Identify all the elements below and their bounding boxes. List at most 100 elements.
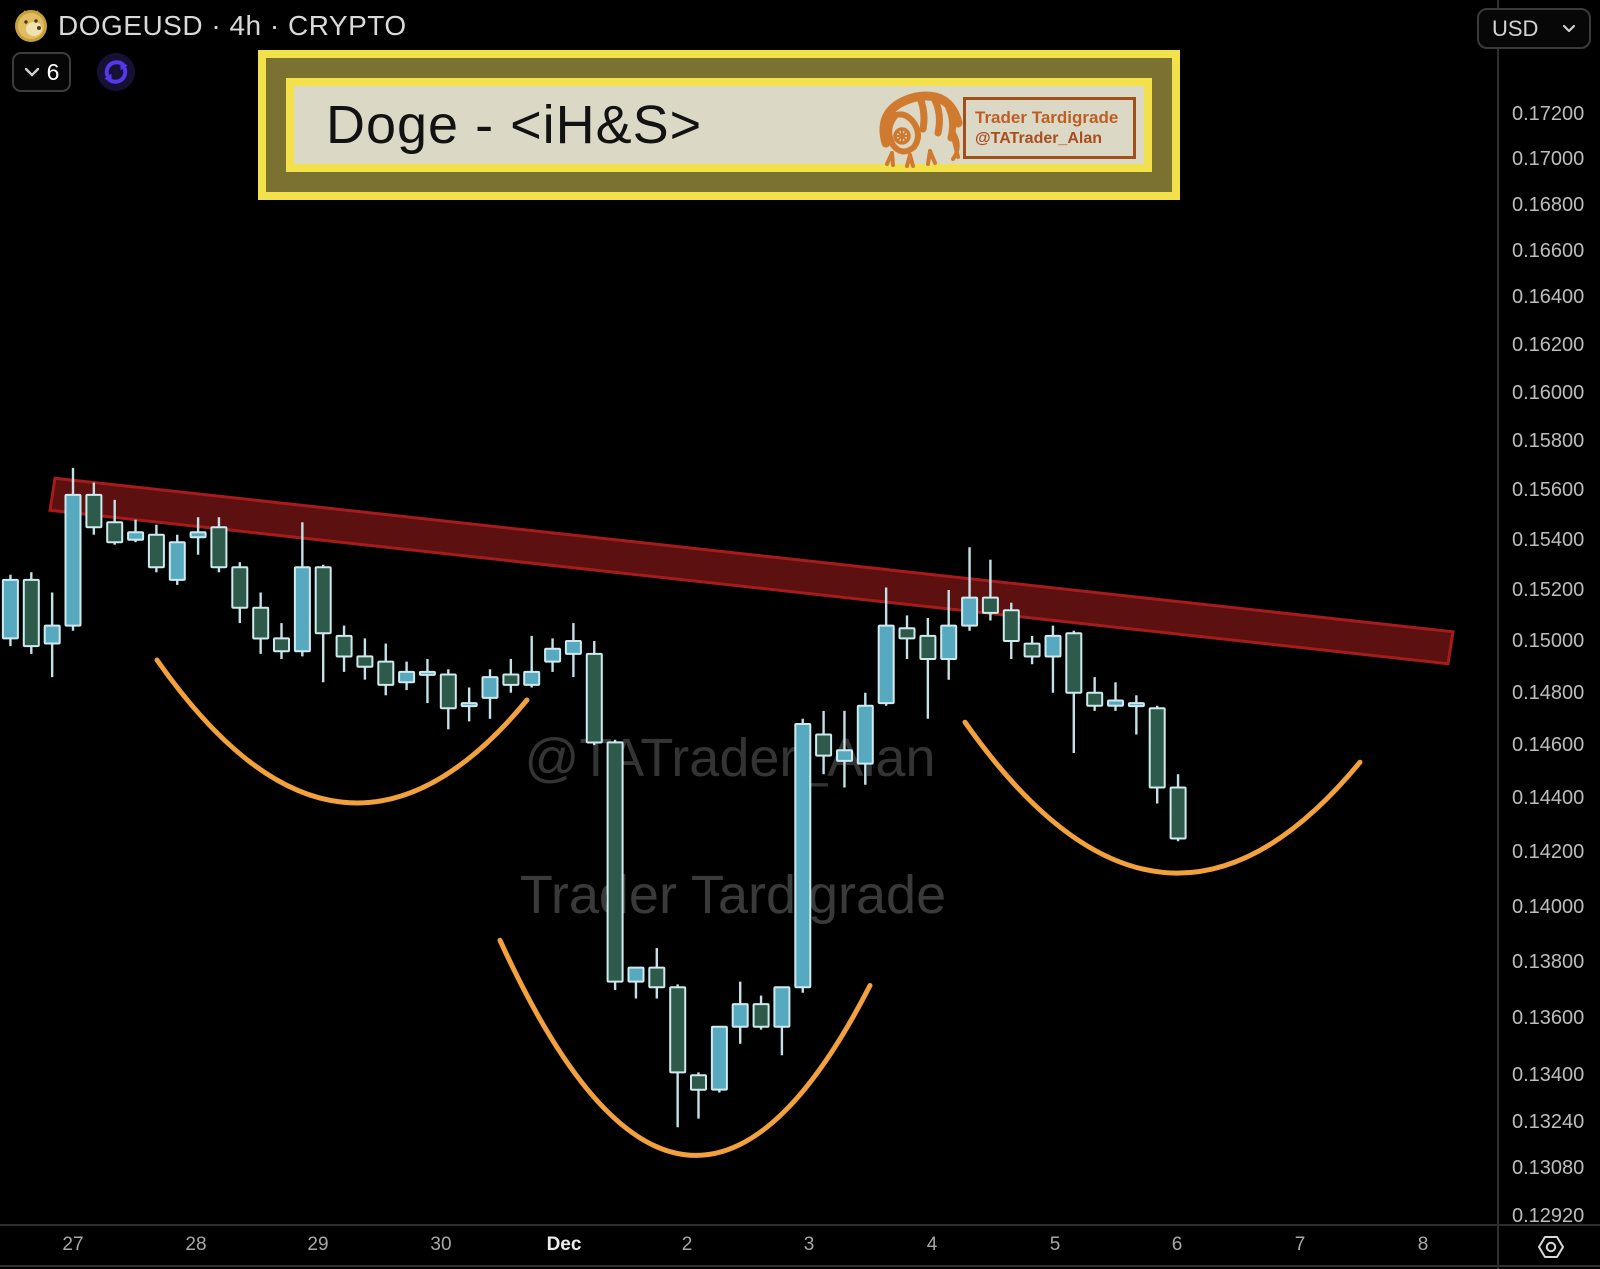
candle-body-up: [773, 986, 791, 1028]
candle-body-down: [919, 634, 937, 661]
time-axis-label: 3: [803, 1234, 815, 1255]
candle-body-down: [1023, 642, 1041, 658]
time-axis[interactable]: 27 28 29 30 Dec 2 3 4 5 6 7 8: [0, 1228, 1497, 1268]
candle: [815, 710, 833, 775]
candle-body-down: [815, 733, 833, 757]
candle: [147, 524, 165, 573]
banner-olive-frame: Doge - <iH&S>: [266, 58, 1172, 192]
time-axis-label: 2: [681, 1234, 693, 1255]
price-axis-label: 0.15600: [1512, 479, 1585, 501]
banner-title: Doge - <iH&S>: [326, 95, 703, 155]
candle-body-up: [794, 723, 812, 989]
price-axis-label: 0.15000: [1512, 630, 1585, 652]
candle-body-down: [314, 566, 332, 635]
candle-body-down: [690, 1074, 707, 1091]
candle-body-up: [189, 531, 207, 539]
candle-body-up: [127, 531, 145, 541]
sync-button[interactable]: [97, 53, 135, 91]
time-axis-label: 8: [1417, 1234, 1429, 1255]
candle-body-up: [1127, 702, 1145, 708]
candle-body-up: [481, 676, 499, 699]
candle: [127, 519, 145, 543]
candle: [648, 948, 666, 999]
candle-body-up: [398, 670, 416, 684]
right-shoulder-arc[interactable]: [962, 719, 1363, 876]
currency-selector[interactable]: USD: [1477, 8, 1591, 49]
candle: [314, 564, 332, 683]
candle-body-up: [523, 670, 541, 686]
candle: [1023, 635, 1041, 665]
candle-body-up: [710, 1025, 728, 1091]
candle: [919, 618, 937, 719]
candle-body-down: [377, 660, 395, 686]
candle: [1107, 682, 1124, 711]
price-axis-label: 0.14400: [1512, 787, 1585, 809]
price-scale-settings-icon[interactable]: [1537, 1233, 1565, 1261]
candle-body-up: [564, 640, 582, 655]
candle-body-down: [1148, 707, 1166, 789]
candle: [231, 562, 249, 624]
candle-body-up: [460, 702, 478, 708]
watermark-brand: Trader Tardigrade: [519, 865, 947, 925]
candle-body-up: [627, 966, 645, 983]
candle: [85, 482, 103, 535]
price-axis-label: 0.13400: [1512, 1064, 1585, 1086]
candle: [564, 623, 582, 678]
candle-body-down: [648, 966, 666, 989]
candle-body-down: [231, 566, 249, 609]
time-axis-label: Dec: [546, 1234, 582, 1255]
candle: [273, 623, 290, 659]
candle-body-up: [1107, 699, 1124, 707]
candle: [710, 1025, 728, 1093]
annotation-banner[interactable]: Doge - <iH&S>: [258, 50, 1180, 200]
price-axis-label: 0.13600: [1512, 1007, 1585, 1029]
candle: [168, 534, 186, 585]
banner-content: Doge - <iH&S>: [286, 78, 1152, 172]
candle-body-down: [273, 637, 290, 653]
time-axis-label: 27: [62, 1234, 84, 1255]
left-shoulder-arc[interactable]: [154, 657, 530, 806]
candle: [940, 590, 958, 680]
time-axis-label: 30: [430, 1234, 452, 1255]
candle: [1044, 625, 1062, 693]
price-axis-label: 0.13240: [1512, 1111, 1585, 1133]
candle: [1127, 695, 1145, 735]
candle-body-up: [1044, 634, 1062, 658]
candle: [961, 547, 979, 631]
candle: [1148, 705, 1166, 804]
candle-body-up: [544, 647, 562, 663]
price-axis-label: 0.15200: [1512, 579, 1585, 601]
candle: [1169, 774, 1187, 842]
candle-body-down: [981, 596, 999, 614]
candle: [502, 659, 520, 693]
candle: [981, 559, 999, 621]
interval-collapse-button[interactable]: 6: [12, 52, 71, 92]
candle-body-up: [731, 1003, 749, 1028]
candle-body-down: [439, 673, 457, 710]
candle: [544, 638, 562, 672]
time-axis-label: 6: [1171, 1234, 1183, 1255]
chart-canvas[interactable]: [0, 0, 1497, 1224]
candle: [356, 638, 374, 680]
candlestick-series: [1, 467, 1187, 1128]
candle: [398, 661, 416, 691]
candle: [1, 574, 19, 647]
candle-body-up: [43, 624, 61, 645]
candle: [877, 587, 895, 706]
candle-body-up: [940, 624, 958, 660]
descending-neckline-channel[interactable]: [48, 476, 1455, 666]
candle-body-up: [961, 596, 979, 627]
price-axis[interactable]: 0.17200 0.17000 0.16800 0.16600 0.16400 0.162…: [1498, 0, 1600, 1227]
candle: [836, 710, 853, 788]
candle: [1086, 677, 1104, 711]
symbol-title[interactable]: DOGEUSD · 4h · CRYPTO: [58, 10, 407, 41]
price-axis-label: 0.15800: [1512, 430, 1585, 452]
candle-body-down: [502, 673, 520, 686]
badge-brand-name: Trader Tardigrade: [975, 108, 1119, 128]
candle-body-down: [1086, 691, 1104, 707]
candle-body-down: [85, 493, 103, 529]
badge-handle: @TATrader_Alan: [975, 129, 1103, 147]
candle: [585, 641, 603, 746]
head-arc[interactable]: [497, 937, 873, 1158]
